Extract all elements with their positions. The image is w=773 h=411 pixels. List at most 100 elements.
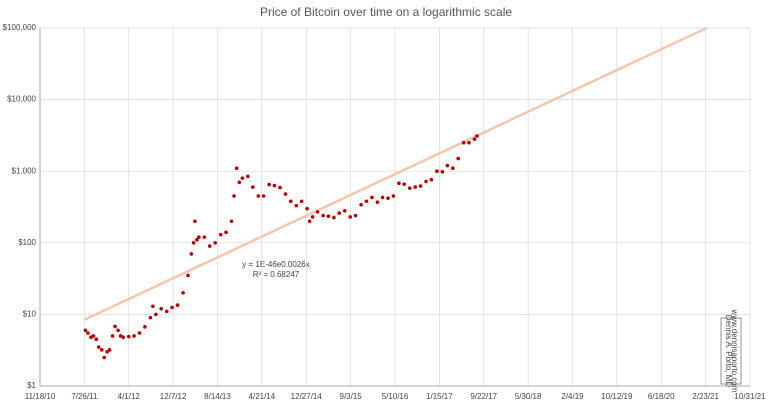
price-point	[342, 208, 347, 213]
price-point	[332, 215, 336, 220]
credit-url: www.dennisaporto.com	[730, 309, 739, 393]
price-point	[143, 325, 147, 329]
price-point	[267, 182, 271, 187]
chart-title: Price of Bitcoin over time on a logarith…	[260, 5, 512, 19]
price-point	[159, 306, 164, 311]
x-tick-label: 2/23/21	[692, 392, 719, 401]
price-point	[370, 195, 374, 200]
price-point	[197, 235, 201, 239]
price-point	[397, 181, 401, 185]
price-point	[113, 324, 117, 329]
price-point	[337, 211, 342, 215]
price-point	[456, 156, 460, 161]
price-point	[472, 137, 477, 141]
y-tick-label: $10,000	[7, 95, 36, 104]
price-point	[132, 334, 136, 338]
x-tick-label: 6/18/20	[648, 392, 675, 401]
x-tick-label: 4/21/14	[249, 392, 276, 401]
price-point	[299, 199, 304, 204]
price-point	[164, 309, 169, 314]
price-point	[407, 186, 412, 190]
x-tick-label: 9/22/17	[470, 392, 497, 401]
price-point	[445, 163, 450, 168]
price-point	[348, 215, 353, 219]
price-point	[375, 200, 380, 204]
price-point	[148, 315, 153, 320]
price-point	[246, 174, 250, 179]
price-point	[193, 219, 197, 224]
trend-equation: y = 1E-46e0.0026x	[242, 260, 309, 269]
x-tick-label: 12/27/14	[291, 392, 323, 401]
price-point	[232, 194, 236, 198]
credit-box	[720, 317, 742, 385]
price-point	[218, 232, 223, 237]
price-point	[310, 215, 315, 219]
price-point	[170, 305, 174, 310]
y-tick-label: $1	[27, 381, 36, 390]
x-tick-label: 11/18/10	[25, 392, 56, 401]
x-tick-label: 10/12/19	[601, 392, 633, 401]
price-point	[213, 241, 217, 245]
price-point	[294, 203, 299, 208]
trend-line	[83, 26, 708, 321]
price-point	[256, 194, 261, 198]
price-point	[96, 345, 101, 349]
x-tick-label: 1/15/17	[426, 392, 453, 401]
price-point	[116, 328, 120, 333]
price-point	[118, 334, 123, 338]
price-point	[83, 328, 88, 333]
grid	[39, 27, 751, 387]
price-point	[380, 195, 385, 200]
price-point	[391, 194, 396, 198]
price-point	[467, 140, 471, 145]
price-point	[261, 194, 266, 198]
y-tick-label: $10	[23, 310, 37, 319]
price-point	[207, 244, 212, 248]
price-point	[175, 303, 180, 307]
price-point	[154, 312, 158, 317]
price-point	[107, 348, 112, 352]
y-tick-label: $100	[18, 238, 36, 247]
price-point	[272, 183, 277, 188]
price-point	[307, 219, 312, 224]
price-point	[181, 291, 185, 295]
x-tick-label: 2/4/19	[561, 392, 584, 401]
price-point	[321, 213, 325, 218]
price-point	[102, 355, 107, 360]
price-point	[326, 214, 331, 219]
trend-r-squared: R² = 0.68247	[253, 270, 300, 279]
price-point	[461, 140, 466, 145]
price-point	[195, 238, 199, 242]
price-point	[283, 192, 288, 196]
price-point	[224, 230, 228, 235]
x-tick-label: 7/26/11	[71, 392, 98, 401]
x-tick-label: 10/31/21	[734, 392, 766, 401]
price-point	[251, 185, 255, 189]
price-point	[435, 169, 439, 173]
x-tick-label: 8/14/13	[204, 392, 231, 401]
price-point	[191, 241, 196, 245]
price-point	[278, 185, 282, 190]
price-point	[121, 335, 126, 340]
y-tick-label: $1,000	[12, 166, 37, 175]
price-point	[237, 180, 242, 185]
x-tick-label: 5/30/18	[515, 392, 542, 401]
price-point	[315, 210, 320, 214]
price-point	[305, 206, 309, 211]
price-point	[413, 185, 418, 189]
price-point	[353, 213, 358, 218]
price-point	[86, 331, 90, 335]
price-point	[424, 179, 428, 184]
price-point	[186, 273, 190, 278]
price-point	[189, 252, 194, 256]
price-point	[429, 177, 434, 182]
price-point	[105, 350, 109, 354]
price-point	[99, 348, 104, 352]
credit-name: Dennis A. Porto, MD	[724, 315, 733, 388]
price-point	[386, 196, 390, 200]
price-point	[137, 331, 142, 335]
price-point	[151, 304, 155, 309]
x-tick-label: 5/10/16	[382, 392, 409, 401]
